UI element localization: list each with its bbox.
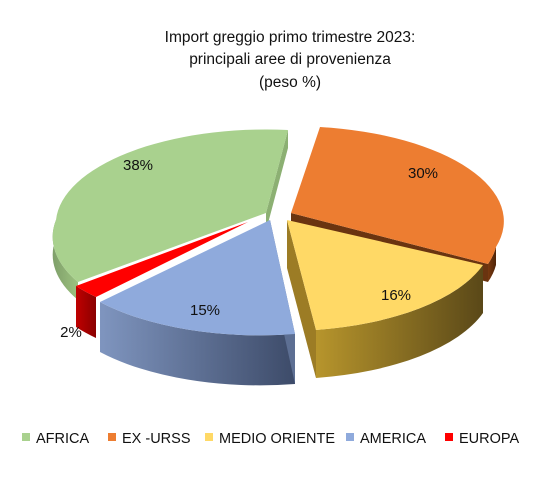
slice-mo-side xyxy=(316,265,483,378)
legend-swatch-europa xyxy=(445,433,453,441)
slice-medio-oriente xyxy=(287,220,483,330)
slice-europa-side xyxy=(76,286,96,338)
legend-label-europa: EUROPA xyxy=(459,431,519,447)
legend-swatch-america xyxy=(346,433,354,441)
slice-america xyxy=(100,220,295,336)
chart-title-line-3: (peso %) xyxy=(259,74,321,91)
slice-america-side xyxy=(100,302,295,386)
legend: AFRICA EX -URSS MEDIO ORIENTE AMERICA EU… xyxy=(22,431,519,447)
legend-swatch-medio-oriente xyxy=(205,433,213,441)
slice-urss-side xyxy=(488,247,496,282)
legend-label-medio-oriente: MEDIO ORIENTE xyxy=(219,431,335,447)
slice-europa xyxy=(76,222,248,297)
data-label-africa: 38% xyxy=(123,157,153,174)
slice-africa-inner-wall xyxy=(266,130,288,231)
legend-label-ex-urss: EX -URSS xyxy=(122,431,191,447)
legend-swatch-ex-urss xyxy=(108,433,116,441)
slice-africa xyxy=(52,129,288,282)
legend-label-africa: AFRICA xyxy=(36,431,90,447)
legend-label-america: AMERICA xyxy=(360,431,426,447)
data-label-america: 15% xyxy=(190,302,220,319)
slice-africa-side xyxy=(52,220,78,300)
slice-mo-inner-wall xyxy=(287,220,316,378)
chart-title-line-1: Import greggio primo trimestre 2023: xyxy=(165,29,416,46)
slice-ex-urss xyxy=(291,127,504,264)
data-label-medio-oriente: 16% xyxy=(381,287,411,304)
chart-title-line-2: principali aree di provenienza xyxy=(189,51,391,68)
slice-tops xyxy=(52,127,504,336)
data-label-ex-urss: 30% xyxy=(408,165,438,182)
data-label-europa: 2% xyxy=(60,324,82,341)
legend-swatch-africa xyxy=(22,433,30,441)
